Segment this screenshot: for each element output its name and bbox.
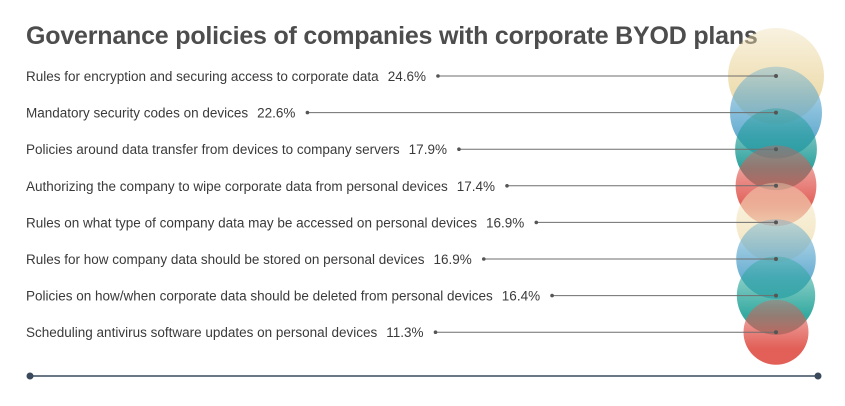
leader-end-dot-7 (774, 293, 778, 298)
leader-end-dot-5 (774, 220, 778, 225)
leader-start-dot-6 (481, 257, 486, 261)
value-label-2: 22.6% (257, 106, 295, 121)
value-label-5: 16.9% (486, 215, 524, 230)
leader-end-dot-4 (774, 183, 778, 188)
leader-end-dot-6 (774, 257, 778, 261)
leader-start-dot-1 (436, 74, 440, 78)
leader-start-dot-5 (534, 220, 539, 225)
category-label-4: Authorizing the company to wipe corporat… (26, 179, 448, 194)
leader-end-dot-3 (774, 147, 778, 152)
category-label-6: Rules for how company data should be sto… (26, 252, 425, 267)
category-label-1: Rules for encryption and securing access… (26, 69, 379, 84)
bubbles-group (728, 28, 824, 365)
leader-start-dot-7 (550, 293, 554, 298)
leader-start-dot-4 (505, 184, 509, 188)
leader-end-dot-2 (774, 110, 778, 115)
value-label-3: 17.9% (409, 142, 447, 157)
category-label-8: Scheduling antivirus software updates on… (26, 325, 377, 340)
leader-end-dot-8 (774, 330, 778, 335)
value-label-8: 11.3% (386, 325, 423, 340)
baseline-end-dot (814, 372, 822, 380)
value-label-6: 16.9% (434, 252, 472, 267)
chart-title: Governance policies of companies with co… (26, 22, 758, 50)
value-label-4: 17.4% (457, 179, 495, 194)
category-label-5: Rules on what type of company data may b… (26, 215, 477, 230)
leader-end-dot-1 (774, 74, 778, 78)
category-label-7: Policies on how/when corporate data shou… (26, 289, 493, 304)
rows-group: Rules for encryption and securing access… (26, 69, 778, 340)
category-label-3: Policies around data transfer from devic… (26, 142, 400, 157)
leader-start-dot-2 (305, 110, 310, 115)
category-label-2: Mandatory security codes on devices (26, 106, 248, 121)
value-label-1: 24.6% (388, 69, 426, 84)
value-label-7: 16.4% (502, 289, 540, 304)
baseline-start-dot (26, 372, 34, 380)
leader-start-dot-3 (457, 147, 461, 151)
leader-start-dot-8 (433, 330, 438, 335)
